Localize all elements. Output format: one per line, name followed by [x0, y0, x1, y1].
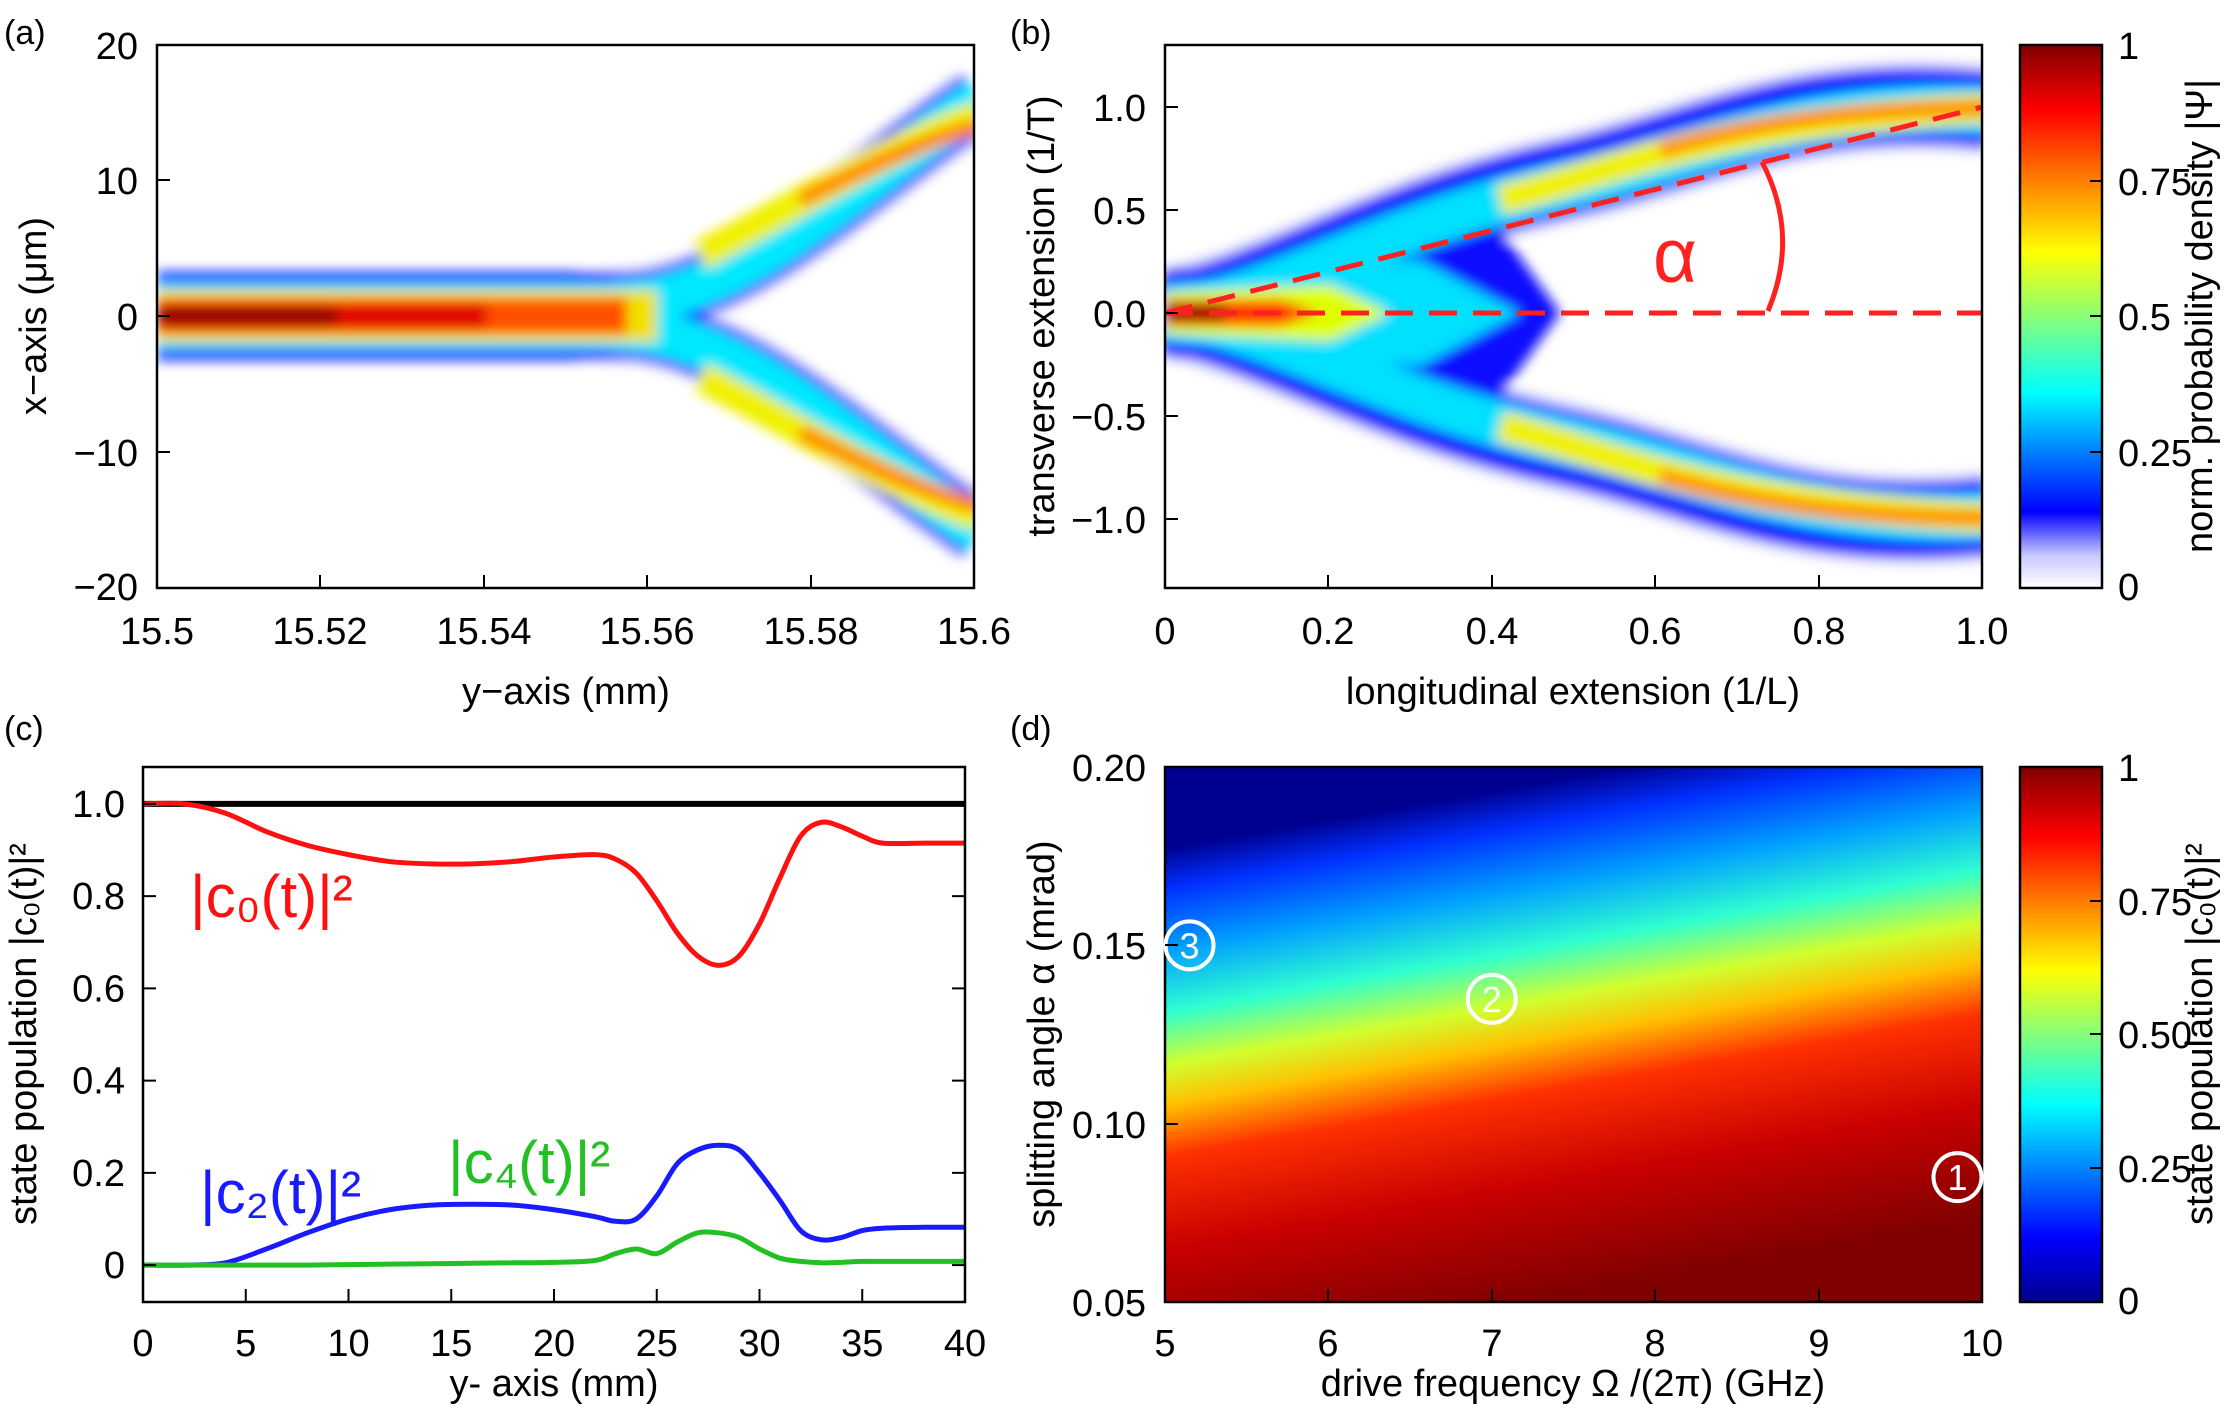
panel-d: (d) 123 0.20 0.15 0.10 0.05 5 6 7 8 9 10… [1010, 710, 2221, 1404]
c-ylabel: state population |c₀(t)|² [3, 843, 45, 1225]
d-marker-circle [1465, 972, 1518, 1025]
b-xtick: 0.4 [1466, 611, 1519, 653]
a-ytick: −20 [74, 567, 138, 609]
c-ytick: 0.4 [72, 1061, 125, 1103]
d-cbar-tick: 0.50 [2118, 1015, 2192, 1057]
b-cbar-tick: 1 [2118, 26, 2139, 68]
a-ytick: 20 [96, 26, 138, 68]
panel-b-heatmap [1165, 61, 1982, 565]
d-cbar-tick: 1 [2118, 748, 2139, 790]
b-dashed-diagonal [1164, 104, 1983, 316]
b-ytick: 0.5 [1093, 191, 1146, 233]
d-xtick: 7 [1481, 1323, 1502, 1365]
d-cbar-label: state population |c₀(t)|² [2179, 843, 2221, 1225]
a-xtick: 15.6 [937, 611, 1011, 653]
c-line-c4 [142, 1229, 965, 1268]
c-xlabel: y- axis (mm) [450, 1363, 659, 1404]
b-ytick: 1.0 [1093, 88, 1146, 130]
panel-a-label: (a) [4, 14, 46, 52]
b-alpha-annotation: α [1653, 214, 1697, 299]
a-xtick: 15.58 [763, 611, 858, 653]
d-ytick: 0.20 [1072, 748, 1146, 790]
c-annot-c4: |c₄(t)|² [448, 1129, 610, 1196]
c-xtick: 35 [841, 1323, 883, 1365]
b-xlabel: longitudinal extension (1/L) [1346, 671, 1800, 713]
c-series-group [142, 800, 966, 1268]
d-cbar-tick: 0 [2118, 1281, 2139, 1323]
c-ytick: 0.6 [72, 968, 125, 1010]
b-xtick: 0.6 [1629, 611, 1682, 653]
d-marker-label: 3 [1179, 925, 1199, 966]
c-ytick: 0.8 [72, 876, 125, 918]
c-annot-c0: |c₀(t)|² [190, 863, 353, 930]
c-xtick: 0 [132, 1323, 153, 1365]
c-axes: 0 0.2 0.4 0.6 0.8 1.0 0 5 10 15 20 25 30 35 40 [72, 784, 986, 1365]
c-annot-c2: |c₂(t)|² [200, 1159, 361, 1226]
b-xtick: 1.0 [1956, 611, 2009, 653]
d-ytick: 0.15 [1072, 926, 1146, 968]
b-cbar-tick: 0.5 [2118, 297, 2171, 339]
a-xtick: 15.5 [120, 611, 194, 653]
c-xtick: 25 [636, 1323, 678, 1365]
b-ytick: 0.0 [1093, 294, 1146, 336]
c-xtick: 15 [430, 1323, 472, 1365]
c-xtick: 40 [944, 1323, 986, 1365]
d-colorbar [2020, 767, 2102, 1302]
b-ylabel: transverse extension (1/T) [1021, 95, 1063, 536]
c-line-c2 [142, 1142, 966, 1268]
c-xtick: 20 [533, 1323, 575, 1365]
d-heatmap [1165, 767, 1982, 1302]
b-cbar-label: norm. probability density |Ψ| [2179, 79, 2221, 553]
b-ytick: −0.5 [1071, 397, 1146, 439]
d-ytick: 0.10 [1072, 1105, 1146, 1147]
d-ylabel: splitting angle α (mrad) [1021, 840, 1063, 1227]
d-marker-label: 1 [1947, 1157, 1967, 1198]
d-xtick: 6 [1317, 1323, 1338, 1365]
panel-a: (a) [4, 14, 1011, 713]
b-angle-arc [1759, 160, 1786, 312]
c-ytick: 1.0 [72, 784, 125, 826]
a-ylabel: x−axis (μm) [13, 217, 55, 415]
a-xlabel: y−axis (mm) [462, 671, 670, 713]
b-cbar-tick: 0 [2118, 567, 2139, 609]
b-ytick: −1.0 [1071, 500, 1146, 542]
panel-c: (c) 0 0.2 0.4 0.6 0.8 1.0 0 5 10 15 20 25 30 35 40 |c₀… [3, 710, 986, 1404]
d-xtick: 5 [1154, 1323, 1175, 1365]
d-xtick: 8 [1644, 1323, 1665, 1365]
d-ytick: 0.05 [1072, 1283, 1146, 1325]
a-ytick: −10 [74, 433, 138, 475]
panel-a-heatmap [157, 70, 974, 562]
panel-b: (b) α 1.0 0.5 [1010, 14, 2221, 713]
c-xtick: 5 [235, 1323, 256, 1365]
b-xtick: 0.2 [1302, 611, 1355, 653]
b-colorbar [2020, 45, 2102, 588]
d-cbar-tick: 0.25 [2118, 1149, 2192, 1191]
panel-d-label: (d) [1010, 710, 1052, 748]
c-ytick: 0 [104, 1245, 125, 1287]
a-ytick: 10 [96, 161, 138, 203]
b-xtick: 0.8 [1793, 611, 1846, 653]
b-cbar-tick: 0.25 [2118, 433, 2192, 475]
d-marker-circle [1931, 1151, 1984, 1204]
b-cbar-tick: 0.75 [2118, 162, 2192, 204]
a-ytick: 0 [117, 297, 138, 339]
c-xtick: 30 [738, 1323, 780, 1365]
a-xtick: 15.56 [599, 611, 694, 653]
a-xtick: 15.54 [436, 611, 531, 653]
panel-c-label: (c) [4, 710, 44, 748]
c-xtick: 10 [327, 1323, 369, 1365]
d-marker-label: 2 [1482, 979, 1502, 1020]
a-xtick: 15.52 [272, 611, 367, 653]
c-ytick: 0.2 [72, 1153, 125, 1195]
d-xtick: 10 [1961, 1323, 2003, 1365]
d-xlabel: drive frequency Ω /(2π) (GHz) [1321, 1363, 1825, 1404]
d-xtick: 9 [1808, 1323, 1829, 1365]
c-line-c0 [142, 800, 965, 968]
panel-b-label: (b) [1010, 14, 1052, 52]
d-cbar-tick: 0.75 [2118, 882, 2192, 924]
b-xtick: 0 [1154, 611, 1175, 653]
